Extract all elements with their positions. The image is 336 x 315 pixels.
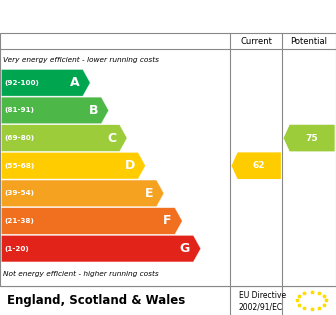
Text: 75: 75 (306, 134, 319, 143)
Text: B: B (88, 104, 98, 117)
Text: C: C (107, 132, 116, 145)
Text: (55-68): (55-68) (4, 163, 34, 169)
Text: Current: Current (240, 37, 272, 46)
Text: (39-54): (39-54) (4, 190, 34, 196)
Text: 62: 62 (253, 161, 265, 170)
Polygon shape (1, 125, 127, 152)
Text: E: E (145, 187, 153, 200)
Polygon shape (1, 180, 164, 207)
Text: A: A (70, 76, 80, 89)
Text: Very energy efficient - lower running costs: Very energy efficient - lower running co… (3, 57, 159, 63)
Text: EU Directive: EU Directive (239, 290, 286, 300)
Text: (81-91): (81-91) (4, 107, 34, 113)
Polygon shape (1, 208, 182, 234)
Text: 2002/91/EC: 2002/91/EC (239, 302, 283, 311)
Text: G: G (180, 242, 190, 255)
Polygon shape (1, 235, 201, 262)
Text: Energy Efficiency Rating: Energy Efficiency Rating (53, 8, 283, 26)
Polygon shape (1, 152, 145, 179)
Polygon shape (1, 69, 90, 96)
Text: F: F (163, 215, 172, 227)
Text: (69-80): (69-80) (4, 135, 34, 141)
Text: Not energy efficient - higher running costs: Not energy efficient - higher running co… (3, 271, 159, 277)
Text: (21-38): (21-38) (4, 218, 34, 224)
Polygon shape (232, 152, 281, 179)
Text: (1-20): (1-20) (4, 246, 29, 252)
Polygon shape (1, 97, 109, 124)
Text: Potential: Potential (291, 37, 328, 46)
Text: (92-100): (92-100) (4, 80, 39, 86)
Polygon shape (284, 125, 335, 152)
Text: D: D (124, 159, 135, 172)
Text: England, Scotland & Wales: England, Scotland & Wales (7, 294, 185, 307)
